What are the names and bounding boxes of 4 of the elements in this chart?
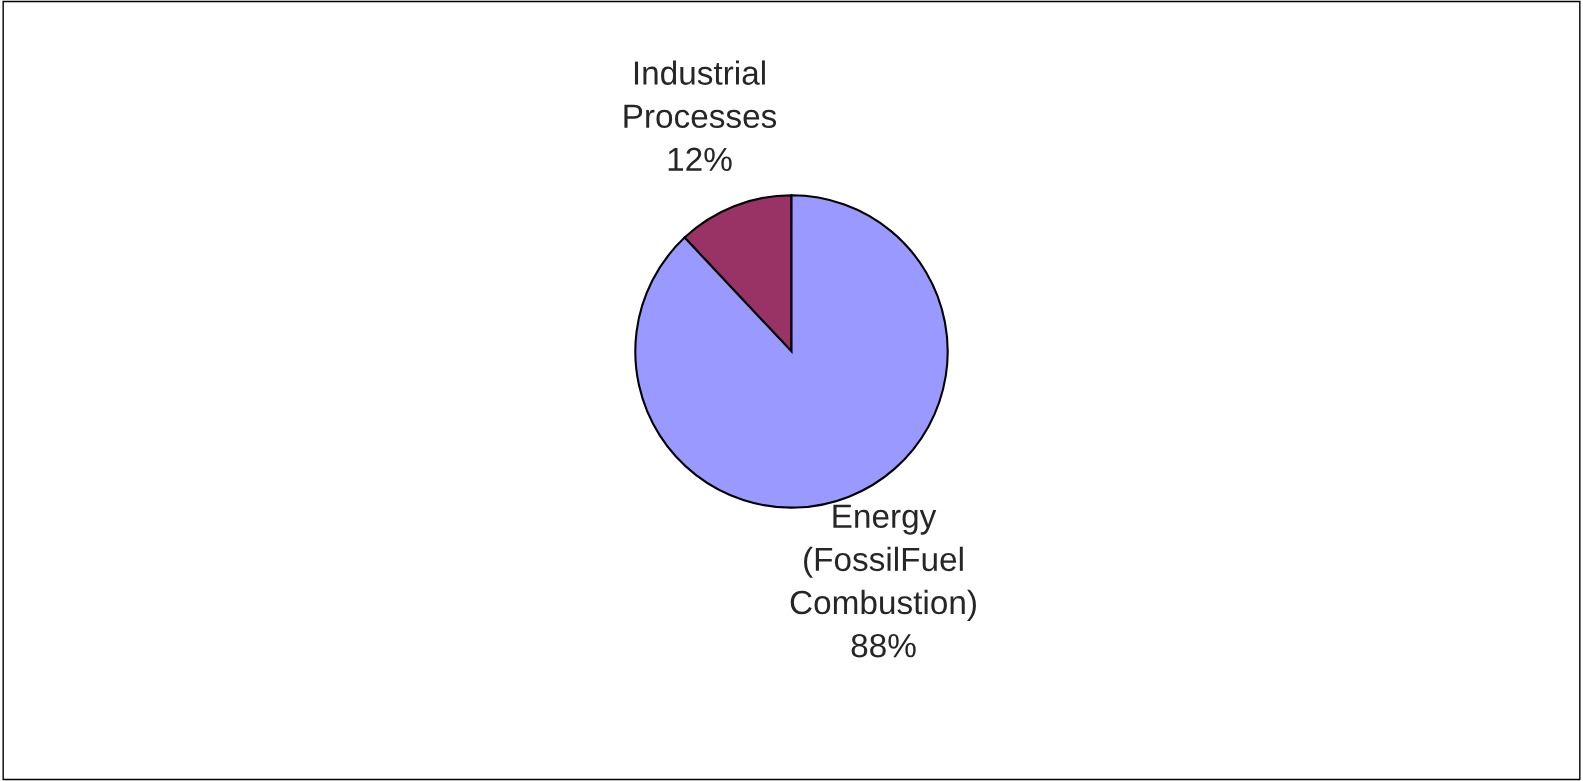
slice-label: Industrial Processes [624, 60, 777, 129]
data-label: 12% [668, 147, 732, 172]
slice-label: Energy (FossilFuel Combustion) [790, 504, 976, 621]
data-label: 88% [851, 633, 916, 658]
